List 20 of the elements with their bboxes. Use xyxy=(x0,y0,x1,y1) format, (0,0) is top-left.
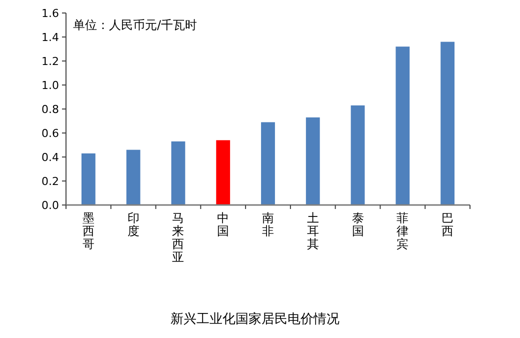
y-tick-label: 0.2 xyxy=(42,175,59,188)
annotation: 单位：人民币元/千瓦时 xyxy=(73,18,198,32)
x-tick-label: 马来西亚 xyxy=(172,211,184,264)
y-tick-label: 0.4 xyxy=(42,151,59,164)
x-tick-label: 墨西哥 xyxy=(82,211,94,251)
x-tick-label: 南非 xyxy=(262,211,274,238)
x-tick-label: 菲律宾 xyxy=(396,211,409,251)
y-tick-label: 1.2 xyxy=(42,55,59,68)
y-tick-label: 0.6 xyxy=(42,127,59,140)
y-tick-label: 1.0 xyxy=(42,79,59,92)
text: 新兴工业化国家居民电价情况 xyxy=(170,311,340,327)
y-tick-label: 1.6 xyxy=(42,7,59,20)
y-tick-label: 1.4 xyxy=(42,31,59,44)
x-tick-label: 泰国 xyxy=(352,211,364,238)
y-tick-label: 0.8 xyxy=(42,103,59,116)
x-tick-label: 中国 xyxy=(217,211,230,238)
x-tick-label: 土耳其 xyxy=(306,211,319,251)
x-tick-label: 巴西 xyxy=(442,211,454,238)
y-tick-label: 0.0 xyxy=(42,199,59,212)
x-tick-label: 印度 xyxy=(127,211,140,238)
